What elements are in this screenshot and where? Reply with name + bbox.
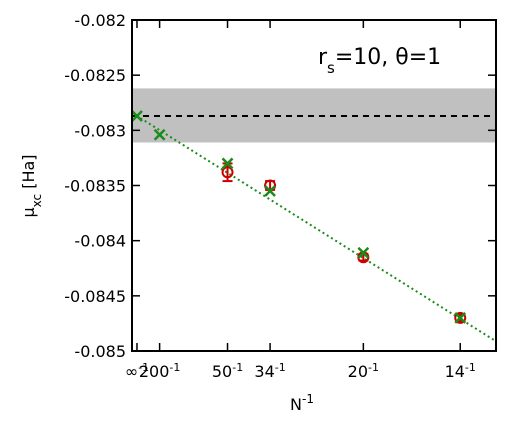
y-tick-label: -0.082 xyxy=(74,11,126,30)
plot-background-layer xyxy=(132,88,496,143)
x-tick-label: 34-1 xyxy=(254,361,285,382)
fit-line xyxy=(131,112,497,343)
x-tick-label: 50-1 xyxy=(212,361,243,382)
data-point-x xyxy=(454,312,467,324)
plot-frame xyxy=(131,19,497,352)
data-point-x xyxy=(357,246,370,259)
marker-stroke xyxy=(131,110,143,122)
x-tick-label: ∞-1 xyxy=(125,361,149,382)
marker-stroke xyxy=(454,312,467,324)
data-point-x xyxy=(131,110,143,122)
x-axis-label: N-1 xyxy=(290,392,314,414)
marker-stroke xyxy=(264,185,276,197)
y-tick-label: -0.0825 xyxy=(64,66,126,85)
y-tick-label: -0.084 xyxy=(74,232,126,251)
data-point-circle xyxy=(454,311,467,324)
y-tick-label: -0.0835 xyxy=(64,177,126,196)
x-tick-label: 14-1 xyxy=(445,361,476,382)
plot-data-layer xyxy=(131,110,497,343)
data-point-x xyxy=(153,128,166,141)
annotation-label: rs=10, θ=1 xyxy=(318,45,441,77)
marker-stroke xyxy=(357,246,370,259)
data-point-x xyxy=(221,157,234,170)
data-point-x xyxy=(264,185,276,197)
axis-ticks-layer: -0.085 -0.0845 -0.084 -0.0835 -0.083 -0.0825 -… xyxy=(64,11,496,381)
y-tick-label: -0.085 xyxy=(74,342,126,361)
y-tick-label: -0.083 xyxy=(74,121,126,140)
marker-stroke xyxy=(153,128,166,141)
x-tick-label: 200-1 xyxy=(139,361,181,382)
y-tick-label: -0.0845 xyxy=(64,287,126,306)
marker-stroke xyxy=(221,157,234,170)
y-axis-label: μxc [Ha] xyxy=(19,154,44,217)
data-point-circle xyxy=(221,166,234,179)
x-tick-label: 20-1 xyxy=(348,361,379,382)
